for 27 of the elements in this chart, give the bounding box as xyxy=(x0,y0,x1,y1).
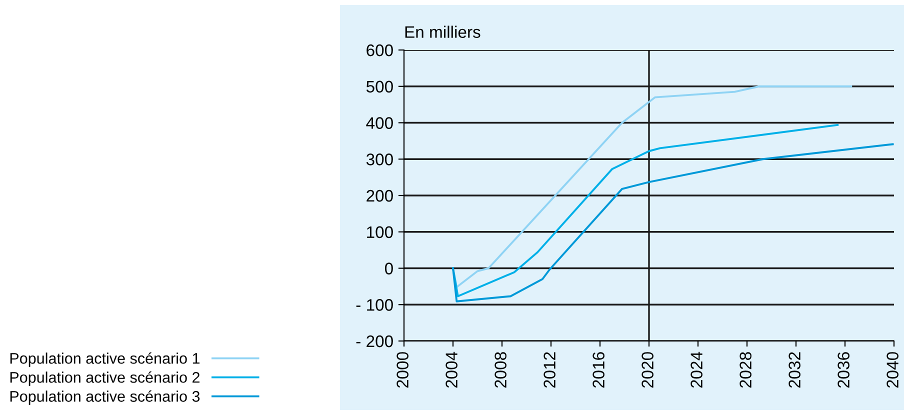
y-tick-label: 600 xyxy=(366,44,393,56)
x-tick-label: 2004 xyxy=(446,352,458,388)
x-tick-label: 2020 xyxy=(642,352,654,388)
x-tick-label: 2012 xyxy=(544,352,556,388)
y-tick-label: - 200 xyxy=(356,335,393,348)
y-tick-label: 0 xyxy=(384,262,393,274)
y-tick-label: 200 xyxy=(366,190,393,202)
x-tick-label: 2000 xyxy=(396,352,408,388)
x-tick-label: 2040 xyxy=(886,352,898,388)
x-tick-label: 2024 xyxy=(690,352,702,388)
line-series xyxy=(452,143,894,302)
x-tick-label: 2036 xyxy=(838,352,850,388)
y-tick-label: 300 xyxy=(366,154,393,166)
y-tick-label: 500 xyxy=(366,80,393,93)
legend-label: Population active scénario 3 xyxy=(10,390,200,405)
y-tick-label: 400 xyxy=(366,117,393,129)
y-tick-label: - 100 xyxy=(356,299,393,311)
x-tick-label: 2016 xyxy=(592,352,604,388)
y-axis-title: En milliers xyxy=(405,26,480,38)
x-tick-label: 2008 xyxy=(494,352,506,388)
line-series xyxy=(452,85,852,288)
legend-label: Population active scénario 1 xyxy=(10,352,200,367)
x-tick-label: 2028 xyxy=(740,352,752,388)
line-series xyxy=(452,124,839,298)
y-tick-label: 100 xyxy=(367,226,393,238)
x-tick-label: 2032 xyxy=(788,352,800,388)
legend-label: Population active scénario 2 xyxy=(10,371,200,386)
